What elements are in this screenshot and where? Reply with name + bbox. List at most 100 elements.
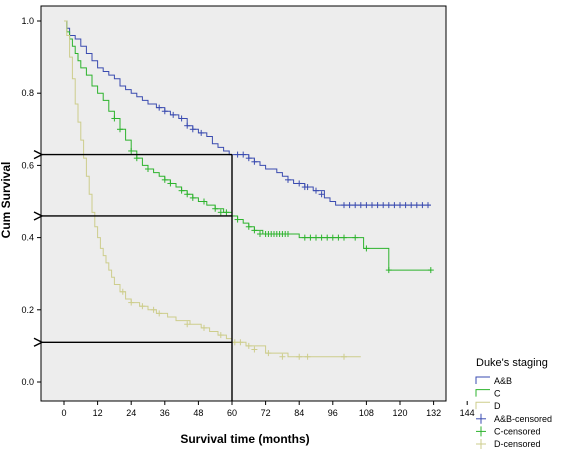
censor-mark-d (296, 353, 303, 360)
censor-mark-ab (189, 126, 196, 133)
y-tick-label: 0.0 (21, 377, 34, 387)
censor-mark-d (279, 353, 286, 360)
censor-mark-ab (198, 129, 205, 136)
censor-mark-ab (304, 184, 311, 191)
censor-mark-c (335, 234, 342, 241)
y-tick-label: 0.8 (21, 88, 34, 98)
censor-mark-c (427, 267, 434, 274)
censor-mark-ab (357, 202, 364, 209)
censor-mark-c (201, 198, 207, 205)
censor-mark-c (245, 223, 252, 230)
legend-item-d: D (475, 401, 501, 411)
censor-mark-c (161, 176, 168, 183)
censor-mark-c (341, 234, 347, 241)
series-d-curve (64, 20, 361, 358)
censor-mark-d (231, 339, 238, 346)
x-axis: 0 12 24 36 48 60 72 84 96 108 120 132 144 (61, 401, 475, 418)
censor-mark-ab (296, 180, 303, 187)
censor-mark-ab (156, 104, 163, 111)
censor-mark-ab (413, 202, 420, 209)
censor-mark-d (251, 346, 258, 353)
censor-mark-ab (318, 191, 325, 198)
censor-mark-c (133, 155, 140, 162)
legend-swatch-step (475, 401, 490, 410)
censor-mark-ab (391, 202, 398, 209)
series-ab-curve (64, 20, 431, 206)
censor-mark-c (223, 209, 230, 216)
y-tick-label: 0.4 (21, 233, 34, 243)
censor-mark-d (245, 342, 252, 349)
censor-mark-d (201, 324, 207, 331)
legend-label: C-censored (494, 426, 541, 436)
censor-mark-ab (352, 202, 359, 209)
x-tick-label: 84 (294, 408, 304, 418)
censor-mark-ab (234, 151, 241, 158)
x-axis-title: Survival time (months) (180, 432, 309, 446)
censor-mark-c (352, 234, 359, 241)
censor-mark-c (318, 234, 325, 241)
legend: Duke's staging A&B CD A&B-censored C-censor… (475, 357, 552, 449)
censor-mark-c (324, 234, 331, 241)
censor-mark-d (265, 350, 272, 357)
y-axis: 0.0 0.2 0.4 0.6 0.8 1.0 (21, 16, 41, 387)
censor-mark-ab (425, 202, 431, 209)
censor-mark-d (139, 303, 146, 310)
censor-mark-ab (161, 108, 168, 115)
y-tick-label: 0.2 (21, 305, 34, 315)
x-tick-label: 72 (261, 408, 271, 418)
censor-mark-ab (240, 151, 247, 158)
censor-mark-d (119, 288, 126, 295)
censor-mark-c (212, 205, 219, 212)
x-tick-label: 12 (93, 408, 103, 418)
censor-mark-d (156, 310, 163, 317)
censor-mark-ab (380, 202, 387, 209)
censor-mark-c (217, 209, 224, 216)
censor-mark-ab (408, 202, 415, 209)
censor-mark-ab (251, 158, 258, 165)
censor-mark-ab (369, 202, 375, 209)
censor-mark-c (329, 234, 336, 241)
x-tick-label: 48 (193, 408, 203, 418)
censor-mark-c (285, 230, 291, 237)
censor-mark-ab (419, 202, 426, 209)
censor-mark-ab (341, 202, 347, 209)
legend-item-ab-censored: A&B-censored (476, 413, 552, 424)
censor-mark-ab (397, 202, 403, 209)
censor-mark-d (217, 332, 224, 339)
censor-mark-ab (363, 202, 370, 209)
censor-mark-d (128, 299, 135, 306)
censor-mark-ab (374, 202, 381, 209)
censor-mark-c (234, 216, 241, 223)
x-tick-label: 120 (392, 408, 407, 418)
legend-swatch-step (475, 376, 490, 384)
censor-mark-c (313, 234, 319, 241)
x-tick-label: 60 (227, 408, 237, 418)
x-tick-label: 144 (460, 408, 475, 418)
x-tick-label: 24 (126, 408, 136, 418)
censor-mark-ab (170, 111, 177, 118)
censor-mark-c (363, 245, 370, 252)
legend-swatch-step (475, 389, 490, 397)
censor-mark-d (184, 321, 191, 328)
y-axis-title: Cum Survival (0, 162, 13, 239)
y-tick-label: 1.0 (21, 16, 34, 26)
censor-mark-ab (245, 155, 252, 162)
legend-label: D-censored (494, 439, 541, 449)
legend-label: A&B-censored (494, 414, 552, 424)
legend-item-d-censored: D-censored (476, 439, 541, 449)
censor-mark-c (385, 267, 392, 274)
censor-mark-c (145, 166, 151, 173)
censor-mark-ab (385, 202, 392, 209)
censor-mark-c (178, 187, 185, 194)
censor-mark-c (189, 194, 196, 201)
censor-mark-c (257, 230, 263, 237)
censor-mark-c (301, 234, 308, 241)
censor-mark-c (128, 147, 135, 154)
legend-item-ab: A&B (475, 376, 512, 386)
censor-mark-ab (346, 202, 353, 209)
censor-mark-c (184, 191, 191, 198)
legend-item-c-censored: C-censored (476, 426, 541, 437)
censor-mark-c (167, 180, 174, 187)
censor-mark-ab (285, 176, 291, 183)
